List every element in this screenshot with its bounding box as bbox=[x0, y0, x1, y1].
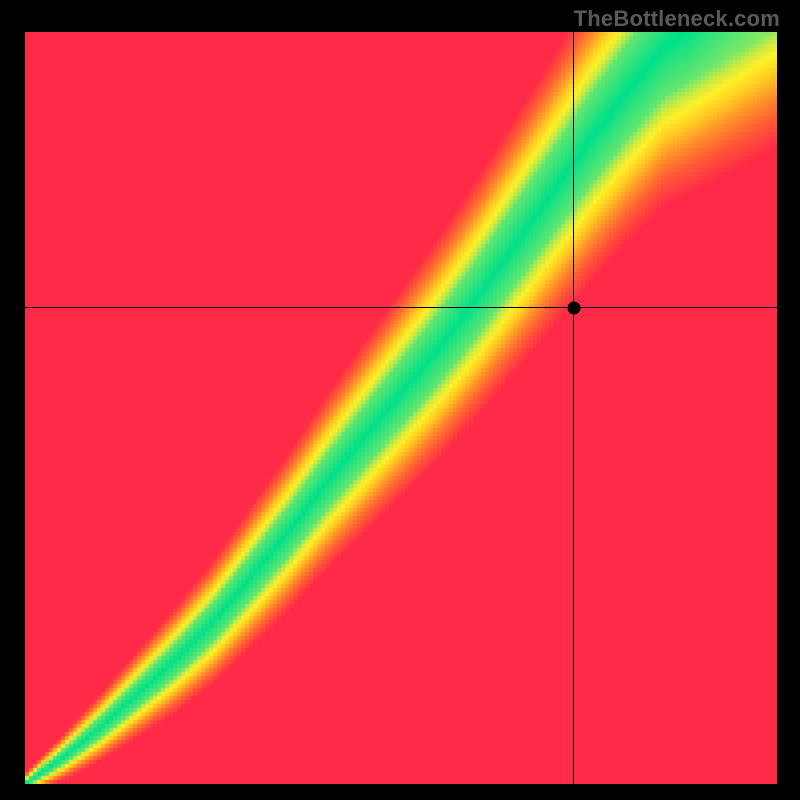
chart-container: TheBottleneck.com bbox=[0, 0, 800, 800]
heatmap-canvas bbox=[25, 32, 777, 784]
heatmap-plot-area bbox=[25, 32, 777, 784]
watermark-text: TheBottleneck.com bbox=[574, 6, 780, 32]
